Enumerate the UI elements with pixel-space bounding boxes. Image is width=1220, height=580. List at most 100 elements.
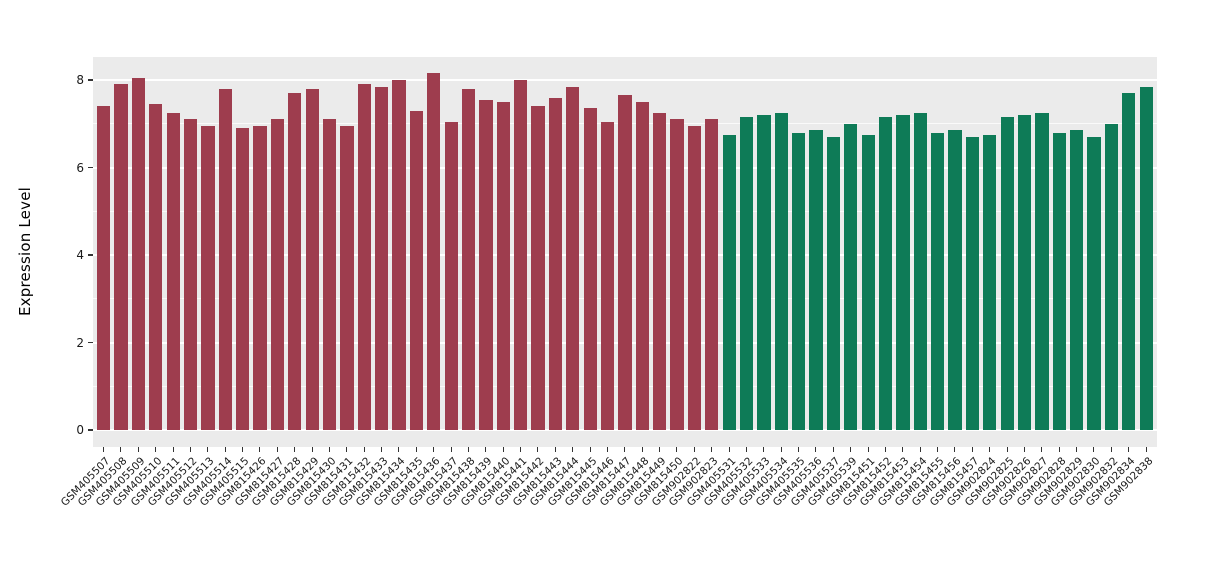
y-tick-mark bbox=[88, 166, 93, 169]
expression-bar bbox=[409, 110, 424, 430]
expression-bar bbox=[792, 132, 806, 430]
expression-bar bbox=[774, 112, 788, 430]
x-tick-mark bbox=[589, 447, 592, 452]
x-tick-mark bbox=[814, 447, 817, 452]
y-tick-label: 0 bbox=[76, 423, 84, 437]
x-tick-mark bbox=[1023, 447, 1026, 452]
x-tick-mark bbox=[919, 447, 922, 452]
x-tick-mark bbox=[693, 447, 696, 452]
expression-bar bbox=[288, 93, 302, 430]
x-tick-mark bbox=[675, 447, 678, 452]
expression-bar bbox=[375, 86, 389, 430]
y-tick-label: 2 bbox=[76, 335, 84, 350]
x-tick-mark bbox=[258, 447, 261, 452]
x-tick-mark bbox=[519, 447, 522, 452]
expression-bar bbox=[305, 88, 319, 430]
x-tick-mark bbox=[641, 447, 644, 452]
expression-bar bbox=[340, 125, 354, 430]
expression-bar bbox=[131, 77, 146, 430]
y-tick-label: 4 bbox=[76, 248, 84, 262]
y-tick-mark bbox=[88, 429, 93, 431]
x-tick-mark bbox=[380, 447, 383, 452]
x-tick-mark bbox=[780, 447, 783, 452]
x-tick-mark bbox=[1145, 447, 1148, 452]
expression-bar bbox=[427, 73, 441, 430]
x-axis-tick-labels: GSM405507 GSM405508 GSM405509 GSM405510 GSM4… bbox=[58, 451, 1157, 561]
expression-bar bbox=[218, 88, 232, 430]
x-tick-mark bbox=[102, 447, 105, 452]
expression-bar bbox=[844, 123, 858, 430]
expression-bar bbox=[322, 119, 337, 430]
expression-bar bbox=[983, 134, 997, 430]
x-tick-mark bbox=[224, 447, 227, 452]
bars-row bbox=[93, 73, 1157, 430]
x-tick-mark bbox=[293, 447, 296, 452]
y-tick-mark bbox=[88, 254, 93, 256]
expression-bar bbox=[896, 115, 910, 430]
expression-bar bbox=[548, 97, 563, 430]
x-tick-mark bbox=[762, 447, 765, 452]
x-tick-mark bbox=[345, 447, 348, 452]
x-tick-mark bbox=[953, 447, 956, 452]
x-tick-mark bbox=[328, 447, 331, 452]
y-tick-label: 8 bbox=[76, 73, 84, 87]
expression-bar bbox=[618, 95, 632, 430]
expression-bar bbox=[757, 115, 771, 430]
expression-bar bbox=[201, 125, 215, 430]
x-tick-mark bbox=[971, 447, 974, 452]
expression-bar bbox=[687, 125, 702, 430]
expression-bar bbox=[1035, 112, 1049, 430]
x-tick-mark bbox=[901, 447, 904, 452]
x-tick-mark bbox=[658, 447, 661, 452]
expression-bar bbox=[183, 119, 198, 430]
expression-bar bbox=[861, 134, 875, 430]
expression-bar bbox=[1017, 115, 1032, 430]
x-tick-mark bbox=[119, 447, 122, 452]
y-tick-label: 6 bbox=[76, 160, 84, 175]
x-axis-tick-marks bbox=[93, 447, 1157, 453]
expression-bar bbox=[931, 132, 945, 430]
x-tick-mark bbox=[154, 447, 157, 452]
expression-bar bbox=[670, 119, 684, 430]
x-tick-mark bbox=[797, 447, 800, 452]
expression-bar bbox=[878, 117, 893, 430]
expression-bar bbox=[913, 112, 927, 430]
expression-bar bbox=[566, 86, 580, 430]
y-tick-mark bbox=[88, 79, 93, 81]
plot-panel bbox=[93, 57, 1157, 447]
expression-bar bbox=[270, 119, 285, 430]
expression-bar bbox=[948, 130, 962, 430]
expression-bar bbox=[826, 136, 841, 430]
y-axis-title: Expression Level bbox=[16, 187, 34, 317]
x-tick-mark bbox=[397, 447, 400, 452]
x-tick-mark bbox=[1058, 447, 1061, 452]
expression-bar bbox=[635, 101, 649, 430]
expression-bar bbox=[809, 130, 823, 430]
x-tick-mark bbox=[728, 447, 731, 452]
x-tick-mark bbox=[988, 447, 991, 452]
x-tick-mark bbox=[484, 447, 487, 452]
expression-bar bbox=[1139, 86, 1153, 430]
expression-bar bbox=[236, 128, 250, 430]
x-tick-mark bbox=[467, 447, 470, 452]
y-tick-mark bbox=[88, 341, 93, 344]
x-tick-mark bbox=[311, 447, 314, 452]
x-tick-mark bbox=[1075, 447, 1078, 452]
expression-bar bbox=[149, 104, 163, 430]
expression-bar bbox=[705, 119, 719, 430]
expression-bar bbox=[496, 101, 510, 430]
gridline-major bbox=[93, 79, 1157, 81]
expression-bar bbox=[114, 84, 128, 430]
x-tick-mark bbox=[536, 447, 539, 452]
x-tick-mark bbox=[1110, 447, 1113, 452]
expression-bar bbox=[357, 84, 371, 430]
x-tick-mark bbox=[571, 447, 574, 452]
expression-bar bbox=[1104, 123, 1119, 430]
x-tick-mark bbox=[363, 447, 366, 452]
x-tick-mark bbox=[1040, 447, 1043, 452]
expression-bar bbox=[479, 99, 493, 430]
expression-bar bbox=[253, 125, 267, 430]
x-tick-mark bbox=[745, 447, 748, 452]
expression-bar bbox=[1122, 93, 1136, 430]
expression-bar bbox=[739, 117, 754, 430]
